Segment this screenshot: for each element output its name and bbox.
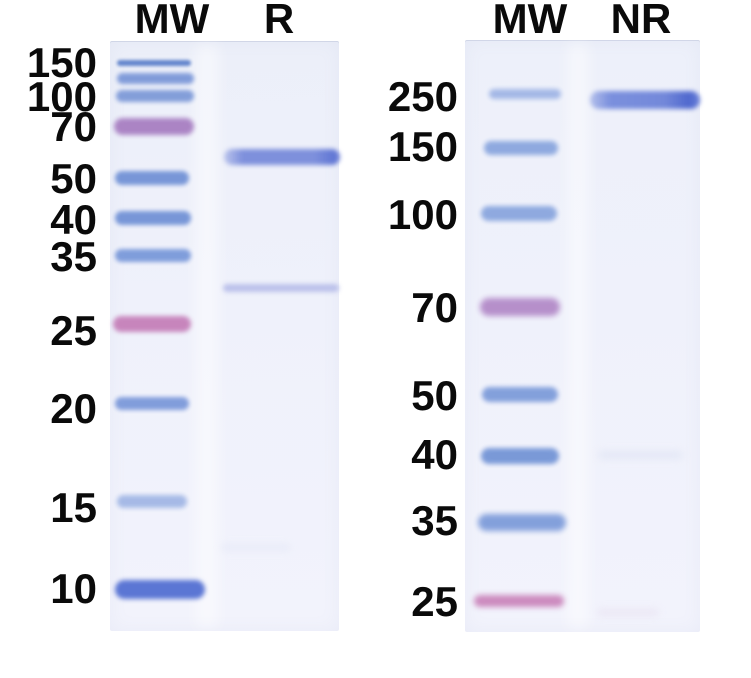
marker-label-70kda: 70 [50, 103, 97, 150]
gel-smudge [597, 608, 659, 616]
lane-streak [196, 45, 218, 627]
marker-band [116, 72, 194, 84]
marker-band [113, 316, 191, 332]
marker-label-100kda: 100 [26, 73, 97, 120]
marker-band [482, 386, 558, 402]
marker-band [478, 513, 566, 531]
marker-band [474, 595, 564, 607]
marker-band [114, 117, 194, 135]
marker-label-25kda: 25 [411, 578, 458, 625]
lane-label-mw: MW [134, 0, 210, 42]
marker-label-50kda: 50 [411, 372, 458, 419]
marker-band [117, 60, 191, 66]
marker-band [115, 211, 191, 225]
marker-label-100kda: 100 [387, 191, 458, 238]
marker-label-40kda: 40 [411, 431, 458, 478]
lane-label-mw: MW [492, 0, 568, 42]
lane-label-r: R [263, 0, 295, 42]
marker-label-150kda: 150 [26, 39, 97, 86]
gel-smudge [597, 451, 683, 459]
marker-band [480, 298, 560, 316]
marker-label-15kda: 15 [50, 484, 97, 531]
marker-label-50kda: 50 [50, 155, 97, 202]
marker-band [117, 494, 187, 508]
marker-band [115, 396, 189, 410]
lane-streak [568, 44, 588, 628]
marker-label-150kda: 150 [387, 123, 458, 170]
sample-band [590, 91, 700, 109]
marker-band [115, 171, 189, 185]
marker-label-35kda: 35 [411, 497, 458, 544]
marker-label-40kda: 40 [50, 196, 97, 243]
marker-band [489, 89, 561, 99]
lane-label-nr: NR [610, 0, 672, 42]
marker-label-25kda: 25 [50, 307, 97, 354]
marker-band [481, 205, 557, 221]
marker-label-70kda: 70 [411, 284, 458, 331]
marker-band [115, 248, 191, 262]
marker-label-35kda: 35 [50, 233, 97, 280]
sample-band [223, 284, 339, 292]
marker-band [116, 90, 194, 102]
gel-slab [110, 41, 339, 631]
marker-label-20kda: 20 [50, 385, 97, 432]
gel-smudge [221, 543, 291, 551]
marker-label-10kda: 10 [50, 565, 97, 612]
sample-band [224, 149, 340, 165]
marker-band [484, 141, 558, 155]
marker-band [481, 448, 559, 464]
marker-label-250kda: 250 [387, 73, 458, 120]
marker-band [115, 579, 205, 599]
